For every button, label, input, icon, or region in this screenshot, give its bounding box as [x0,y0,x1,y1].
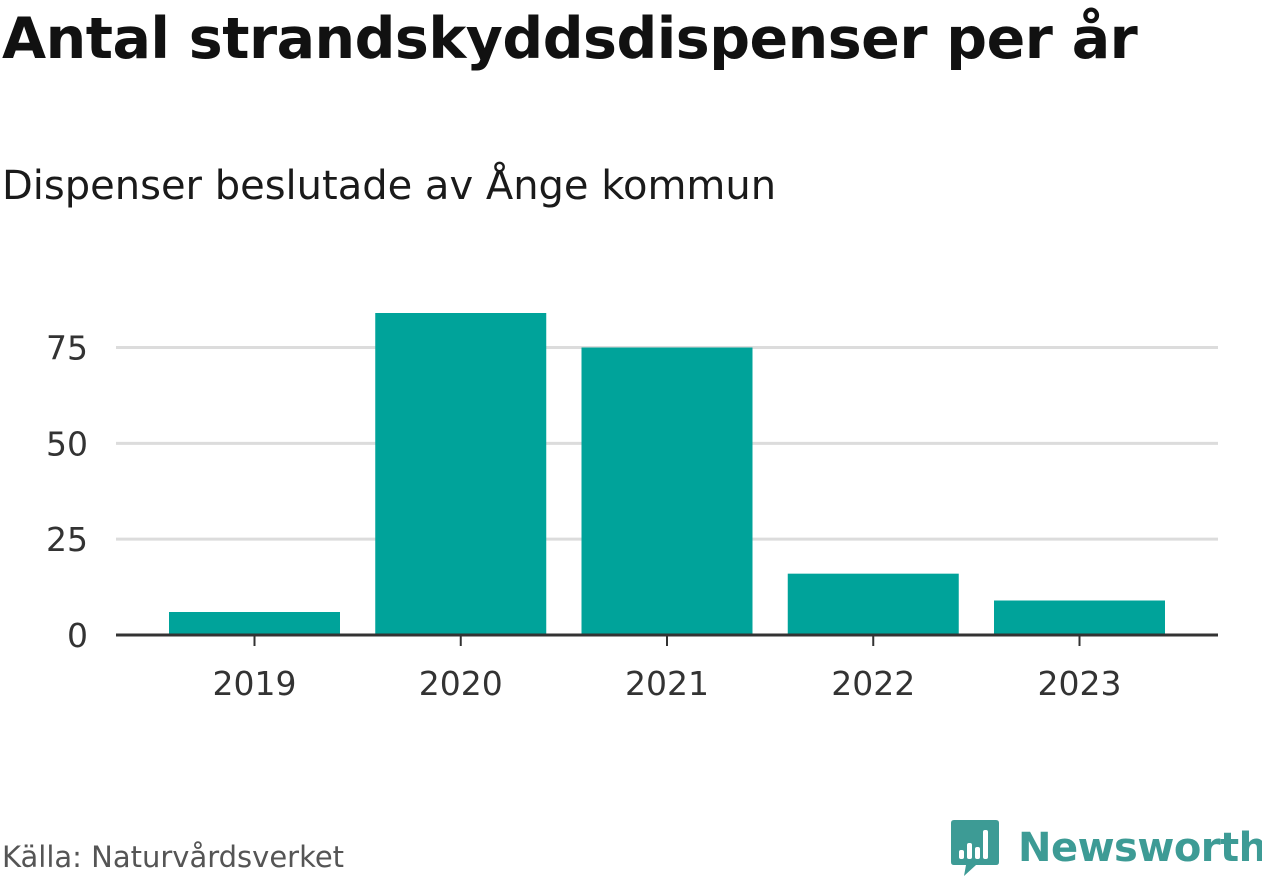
y-tick-label-75: 75 [46,329,88,368]
y-tick-label-50: 50 [46,424,88,463]
brand-name: Newsworthy [1018,825,1262,871]
bar-2019 [169,612,340,635]
x-tick-label-2021: 2021 [625,664,709,703]
bar-chart-speech-bubble-icon [951,820,999,876]
bar-2022 [787,573,959,635]
chart-title: Antal strandskyddsdispenser per år [2,6,1138,72]
source-note: Källa: Naturvårdsverket [2,840,345,874]
newsworthy-logo: Newsworthy [950,818,1262,878]
y-tick-label-0: 0 [67,616,88,655]
bar-2021 [581,347,753,635]
bar-2023 [994,600,1165,635]
x-tick-label-2020: 2020 [419,664,503,703]
bar-chart: 0 25 50 75 2019 2020 2021 2022 2023 [46,313,1218,703]
y-tick-label-25: 25 [46,520,88,559]
x-tick-label-2019: 2019 [213,664,297,703]
chart-subtitle: Dispenser beslutade av Ånge kommun [2,163,777,209]
bar-2020 [375,313,547,635]
x-tick-label-2022: 2022 [831,664,915,703]
x-tick-label-2023: 2023 [1038,664,1122,703]
